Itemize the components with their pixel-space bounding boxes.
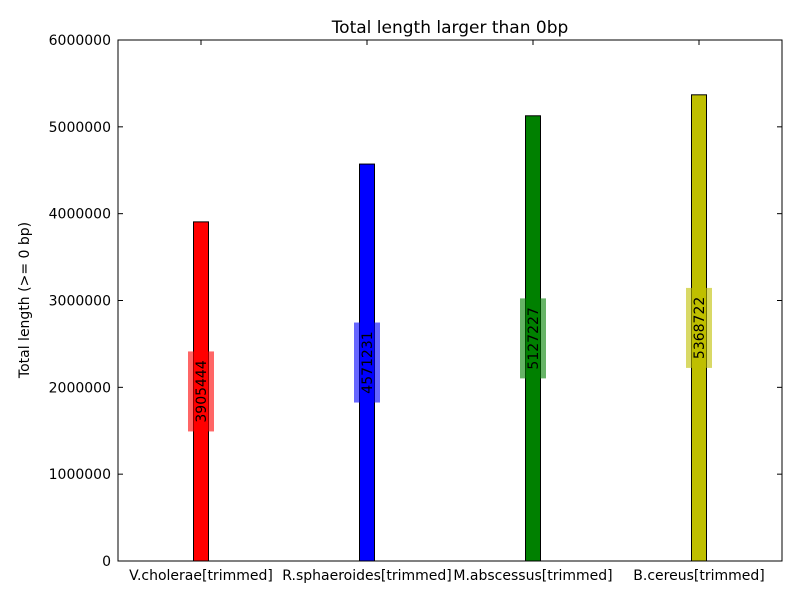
y-axis-label: Total length (>= 0 bp)	[17, 222, 33, 379]
data-label-box	[354, 322, 380, 403]
y-tick-label: 5000000	[49, 120, 111, 136]
y-tick-label: 6000000	[49, 33, 111, 49]
data-label-box	[686, 287, 712, 368]
x-tick-label: V.cholerae[trimmed]	[129, 568, 273, 584]
chart-title: Total length larger than 0bp	[331, 18, 569, 38]
data-labels-group: 3905444 4571231 5127227 5368722	[188, 287, 712, 432]
data-label: 5127227	[526, 307, 542, 369]
y-tick-label: 2000000	[49, 380, 111, 396]
data-label: 5368722	[692, 297, 708, 359]
y-tick-label: 0	[102, 554, 111, 570]
plot-frame	[117, 39, 783, 562]
y-tick-label: 1000000	[49, 467, 111, 483]
data-label: 4571231	[360, 331, 376, 393]
axis-ticks: 0 1000000 2000000 3000000 4000000 5000000 6000…	[49, 33, 782, 570]
x-tick-label: M.abscessus[trimmed]	[453, 568, 612, 584]
y-tick-label: 4000000	[49, 207, 111, 223]
y-tick-label: 3000000	[49, 294, 111, 310]
data-label: 3905444	[194, 360, 210, 422]
x-tick-label: B.cereus[trimmed]	[633, 568, 764, 584]
data-label-box	[188, 351, 214, 432]
x-tick-labels: V.cholerae[trimmed] R.sphaeroides[trimmed…	[129, 568, 765, 584]
x-tick-label: R.sphaeroides[trimmed]	[282, 568, 451, 584]
data-label-box	[520, 298, 546, 379]
